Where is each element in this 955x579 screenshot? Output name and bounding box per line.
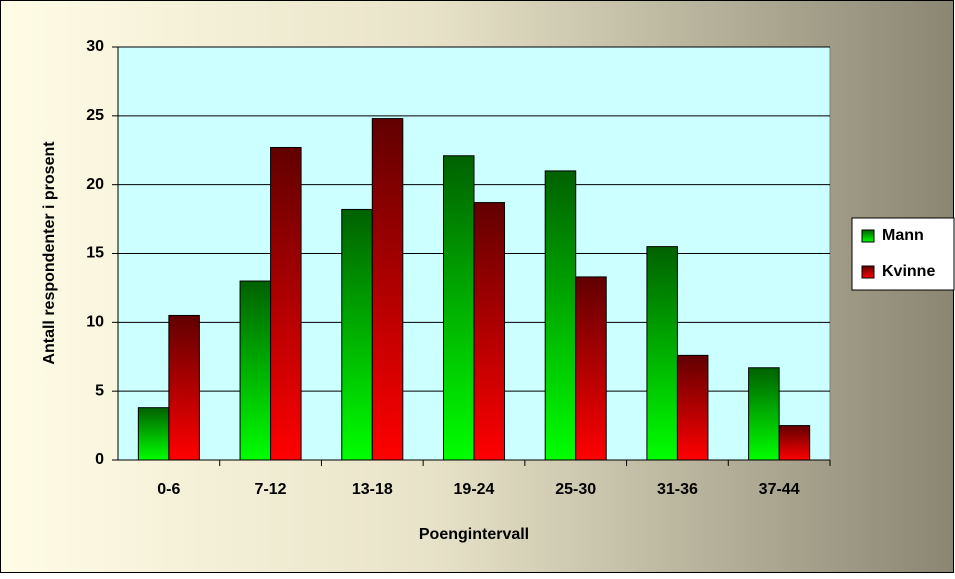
x-tick-label: 0-6 — [157, 481, 180, 498]
x-tick-label: 25-30 — [555, 481, 596, 498]
bar — [748, 367, 780, 461]
bar — [676, 354, 709, 461]
legend-label: Mann — [882, 227, 924, 244]
x-tick-label: 37-44 — [759, 481, 800, 498]
x-tick-label: 19-24 — [454, 481, 495, 498]
bar — [341, 208, 373, 461]
y-tick-label: 10 — [86, 314, 104, 331]
bar — [168, 314, 200, 461]
bar — [371, 118, 404, 461]
bar — [442, 155, 475, 461]
bar — [544, 170, 577, 461]
bar — [778, 425, 811, 461]
y-tick-label: 5 — [95, 382, 104, 399]
bar — [270, 146, 302, 461]
x-tick-label: 7-12 — [255, 481, 287, 498]
legend-label: Kvinne — [882, 263, 935, 280]
y-axis-label: Antall respondenter i prosent — [41, 141, 58, 365]
legend-swatch — [861, 229, 875, 243]
y-tick-label: 25 — [86, 107, 104, 124]
x-tick-label: 31-36 — [657, 481, 698, 498]
y-tick-label: 20 — [86, 176, 104, 193]
y-tick-label: 30 — [86, 38, 104, 55]
bar — [575, 276, 607, 461]
legend-swatch — [861, 265, 875, 279]
bar — [137, 407, 170, 461]
y-tick-label: 15 — [86, 245, 104, 262]
bar — [646, 246, 678, 461]
bar — [473, 202, 506, 461]
y-tick-label: 0 — [95, 451, 104, 468]
bar — [239, 280, 272, 461]
x-tick-label: 13-18 — [352, 481, 393, 498]
x-axis-label: Poengintervall — [419, 526, 529, 543]
